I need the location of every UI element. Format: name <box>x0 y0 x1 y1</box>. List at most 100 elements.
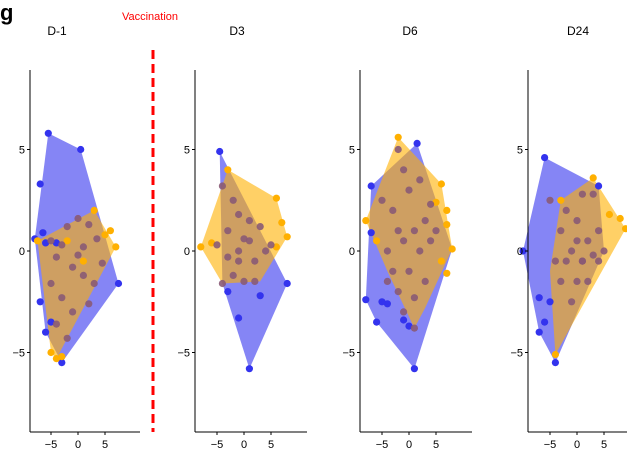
data-point <box>42 239 50 247</box>
data-point <box>568 247 576 255</box>
data-point <box>562 206 570 214</box>
data-point <box>413 139 421 147</box>
y-tick-label: 0 <box>349 246 355 258</box>
data-point <box>262 247 270 255</box>
panel-title: D24 <box>567 24 589 38</box>
data-point <box>90 206 98 214</box>
data-point <box>235 314 243 322</box>
data-point <box>400 166 408 174</box>
data-point <box>272 243 280 251</box>
data-point <box>52 355 61 363</box>
data-point <box>362 296 370 304</box>
data-point <box>595 182 603 190</box>
data-point <box>367 229 375 237</box>
data-point <box>63 237 71 245</box>
data-point <box>616 214 624 223</box>
data-point <box>272 194 280 202</box>
data-point <box>224 253 232 261</box>
data-point <box>33 237 42 245</box>
data-point <box>605 210 614 219</box>
data-point <box>437 180 445 188</box>
y-tick-label: 5 <box>517 145 523 157</box>
data-point <box>410 365 418 373</box>
data-point <box>551 257 560 265</box>
data-point <box>394 145 402 154</box>
data-point <box>416 247 424 255</box>
data-point <box>36 298 44 306</box>
data-point <box>378 298 386 306</box>
data-point <box>283 279 291 288</box>
data-point <box>267 241 275 249</box>
data-point <box>101 231 109 239</box>
y-tick-label: −5 <box>342 348 355 360</box>
data-point <box>519 247 527 255</box>
data-point <box>578 190 587 198</box>
data-point <box>256 292 264 300</box>
x-tick-label: 0 <box>406 439 412 451</box>
y-tick-label: 5 <box>349 145 355 157</box>
data-point <box>36 180 44 188</box>
data-point <box>405 322 413 330</box>
data-point <box>245 237 253 245</box>
panel-D3: D3 5 0 −5 −5 0 5 <box>177 24 307 451</box>
data-point <box>410 324 418 332</box>
y-tick-label: 5 <box>19 145 25 157</box>
data-point <box>400 316 408 324</box>
x-tick-label: 0 <box>574 439 580 451</box>
data-point <box>443 221 451 229</box>
data-point <box>584 277 592 285</box>
y-tick-label: 0 <box>19 246 25 258</box>
data-point <box>224 288 232 296</box>
data-point <box>573 277 581 285</box>
data-point <box>410 294 418 302</box>
data-point <box>245 217 253 225</box>
data-point <box>85 300 93 308</box>
y-tick-label: 5 <box>184 145 190 157</box>
vaccination-annotation-label: Vaccination <box>122 11 178 23</box>
data-point <box>557 277 565 285</box>
data-point <box>541 154 549 162</box>
data-point <box>47 279 55 288</box>
data-point <box>622 225 627 233</box>
data-point <box>600 247 608 255</box>
data-point <box>557 196 565 204</box>
data-point <box>427 200 435 208</box>
data-point <box>216 147 224 156</box>
data-point <box>535 294 543 302</box>
data-point <box>432 198 440 206</box>
data-point <box>235 247 243 255</box>
data-point <box>557 227 565 235</box>
data-point <box>389 206 397 214</box>
panel-D6: D6 5 0 −5 −5 0 5 <box>342 24 472 451</box>
y-tick-label: 0 <box>517 246 523 258</box>
data-point <box>595 227 603 235</box>
data-point <box>74 251 82 259</box>
data-point <box>589 251 597 259</box>
data-point <box>58 294 66 302</box>
data-point <box>283 233 291 241</box>
panel-title: D3 <box>229 24 245 38</box>
data-point <box>573 237 581 245</box>
data-point <box>218 279 226 288</box>
data-point <box>568 298 576 306</box>
data-point <box>421 277 429 285</box>
hull-polygon <box>200 169 288 284</box>
data-point <box>578 257 587 265</box>
data-point <box>114 279 123 288</box>
data-point <box>229 271 237 279</box>
data-point <box>229 196 237 204</box>
data-point <box>85 221 93 229</box>
data-point <box>47 348 55 357</box>
data-point <box>251 277 259 285</box>
data-point <box>416 176 424 184</box>
data-point <box>52 239 61 247</box>
data-point <box>562 257 570 265</box>
data-point <box>373 237 381 245</box>
x-tick-label: 5 <box>102 439 108 451</box>
data-point <box>224 166 232 174</box>
data-point <box>546 298 554 306</box>
data-point <box>47 318 55 326</box>
panel-letter: g <box>0 0 13 25</box>
data-point <box>541 318 549 326</box>
data-point <box>362 217 370 225</box>
